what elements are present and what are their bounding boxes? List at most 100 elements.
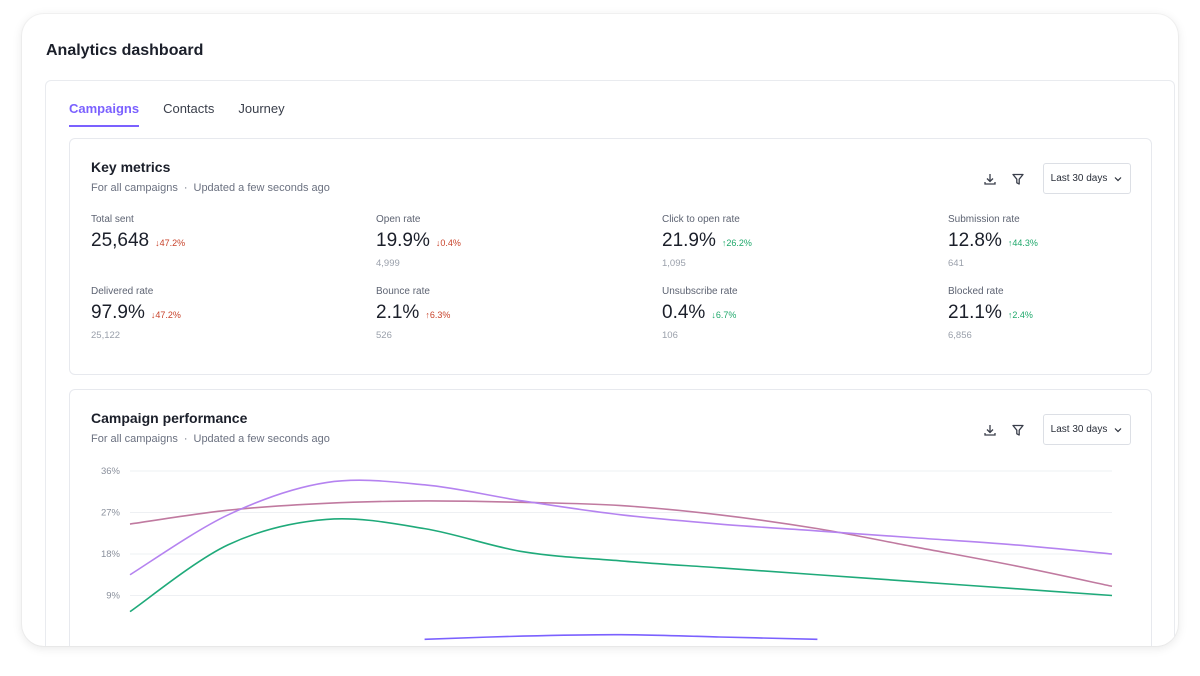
metric-delta: ↓0.4% (436, 238, 461, 248)
metric-value: 97.9% (91, 302, 145, 323)
metric-value-row: 2.1% ↑6.3% (376, 302, 626, 324)
metric-count: 526 (376, 330, 392, 341)
tab-campaigns[interactable]: Campaigns (69, 101, 140, 127)
metric-delta-value: 0.4% (440, 238, 461, 248)
metric-delta-value: 26.2% (726, 238, 752, 248)
metric-count: 641 (948, 258, 964, 269)
chevron-down-icon (1114, 427, 1122, 432)
arrow-down-icon: ↓ (150, 310, 156, 320)
campaign-performance-chart: 36% 27% 18% 9% (101, 466, 1113, 641)
tab-contacts[interactable]: Contacts (163, 101, 215, 116)
subtitle-updated: Updated a few seconds ago (193, 182, 330, 194)
y-tick-label: 27% (101, 508, 121, 519)
campaign-performance-actions: Last 30 days (979, 414, 1131, 445)
metric-count: 1,095 (662, 258, 686, 269)
series-line-4 (424, 633, 818, 641)
series-line-3 (129, 518, 1113, 613)
arrow-up-icon: ↑ (1007, 310, 1013, 320)
metric-label: Blocked rate (948, 286, 1004, 297)
metric-delta-value: 6.7% (715, 310, 737, 320)
metric-value-row: 97.9% ↓47.2% (91, 302, 341, 324)
key-metrics-title: Key metrics (91, 159, 171, 175)
filter-icon[interactable] (1007, 168, 1029, 190)
subtitle-updated: Updated a few seconds ago (193, 433, 330, 445)
date-range-select[interactable]: Last 30 days (1043, 414, 1131, 445)
metric-tile: Click to open rate 21.9% ↑26.2% 1,095 (662, 214, 912, 269)
date-range-label: Last 30 days (1050, 173, 1108, 184)
metric-label: Delivered rate (91, 286, 154, 297)
separator-dot: · (183, 182, 188, 194)
y-tick-label: 36% (101, 466, 121, 477)
metric-value: 21.9% (662, 230, 716, 251)
y-tick-label: 9% (106, 591, 120, 602)
metric-delta: ↓47.2% (155, 238, 185, 248)
series-line-2 (129, 479, 1113, 576)
campaign-performance-subtitle: For all campaigns · Updated a few seconds … (91, 433, 330, 445)
arrow-down-icon: ↓ (155, 238, 160, 248)
metric-delta-value: 47.2% (159, 238, 186, 248)
separator-dot: · (183, 433, 188, 445)
tab-journey[interactable]: Journey (238, 101, 285, 116)
metric-tile: Submission rate 12.8% ↑44.3% 641 (948, 214, 1178, 269)
metric-label: Click to open rate (662, 214, 740, 225)
metric-tile: Total sent 25,648 ↓47.2% (91, 214, 341, 258)
metric-tile: Unsubscribe rate 0.4% ↓6.7% 106 (662, 286, 912, 341)
campaign-performance-title: Campaign performance (91, 410, 248, 426)
campaign-performance-card: Campaign performance For all campaigns · U… (69, 389, 1152, 646)
metric-delta: ↑2.4% (1008, 310, 1033, 320)
metric-tile: Bounce rate 2.1% ↑6.3% 526 (376, 286, 626, 341)
filter-icon[interactable] (1007, 419, 1029, 441)
metric-count: 4,999 (376, 258, 400, 269)
date-range-label: Last 30 days (1050, 424, 1108, 435)
metric-label: Submission rate (948, 214, 1020, 225)
metric-value-row: 12.8% ↑44.3% (948, 230, 1178, 252)
series-line-1 (129, 500, 1113, 588)
metric-delta: ↑44.3% (1008, 238, 1038, 248)
metric-value-row: 0.4% ↓6.7% (662, 302, 912, 324)
arrow-down-icon: ↓ (711, 310, 716, 320)
metric-tile: Open rate 19.9% ↓0.4% 4,999 (376, 214, 626, 269)
metric-value-row: 25,648 ↓47.2% (91, 230, 341, 252)
metric-value: 21.1% (948, 302, 1002, 323)
metric-label: Total sent (91, 214, 134, 225)
metric-delta-value: 6.3% (429, 310, 451, 320)
metric-delta: ↓6.7% (711, 310, 736, 320)
metric-delta: ↑6.3% (425, 310, 450, 320)
metric-value: 0.4% (662, 302, 706, 323)
metric-value: 12.8% (948, 230, 1002, 251)
subtitle-scope: For all campaigns (91, 433, 178, 445)
page-title: Analytics dashboard (46, 42, 204, 59)
metric-count: 25,122 (91, 330, 121, 341)
metric-label: Open rate (376, 214, 421, 225)
subtitle-scope: For all campaigns (91, 182, 178, 194)
arrow-up-icon: ↑ (1007, 238, 1013, 248)
download-icon[interactable] (979, 419, 1001, 441)
metric-count: 106 (662, 330, 678, 341)
arrow-up-icon: ↑ (721, 238, 727, 248)
dashboard-window: Analytics dashboard Campaigns Contacts J… (22, 14, 1178, 646)
metric-value-row: 21.9% ↑26.2% (662, 230, 912, 252)
tab-bar: Campaigns Contacts Journey (69, 101, 285, 127)
arrow-down-icon: ↓ (435, 238, 441, 248)
metric-delta-value: 44.3% (1012, 238, 1038, 248)
metric-value-row: 19.9% ↓0.4% (376, 230, 626, 252)
metric-delta-value: 47.2% (155, 310, 181, 320)
key-metrics-card: Key metrics For all campaigns · Updated a … (69, 138, 1152, 375)
metric-label: Bounce rate (376, 286, 430, 297)
key-metrics-actions: Last 30 days (979, 163, 1131, 194)
metric-delta-value: 2.4% (1012, 310, 1033, 320)
metric-value-row: 21.1% ↑2.4% (948, 302, 1178, 324)
metric-tile: Delivered rate 97.9% ↓47.2% 25,122 (91, 286, 341, 341)
metric-label: Unsubscribe rate (662, 286, 738, 297)
y-tick-label: 18% (101, 549, 121, 560)
metric-count: 6,856 (948, 330, 972, 341)
download-icon[interactable] (979, 168, 1001, 190)
date-range-select[interactable]: Last 30 days (1043, 163, 1131, 194)
metric-value: 2.1% (376, 302, 420, 323)
arrow-up-icon: ↑ (425, 310, 430, 320)
metric-tile: Blocked rate 21.1% ↑2.4% 6,856 (948, 286, 1178, 341)
analytics-panel: Campaigns Contacts Journey Key metrics F… (45, 80, 1175, 646)
metric-value: 19.9% (376, 230, 430, 251)
metric-delta: ↑26.2% (722, 238, 752, 248)
metric-delta: ↓47.2% (151, 310, 181, 320)
